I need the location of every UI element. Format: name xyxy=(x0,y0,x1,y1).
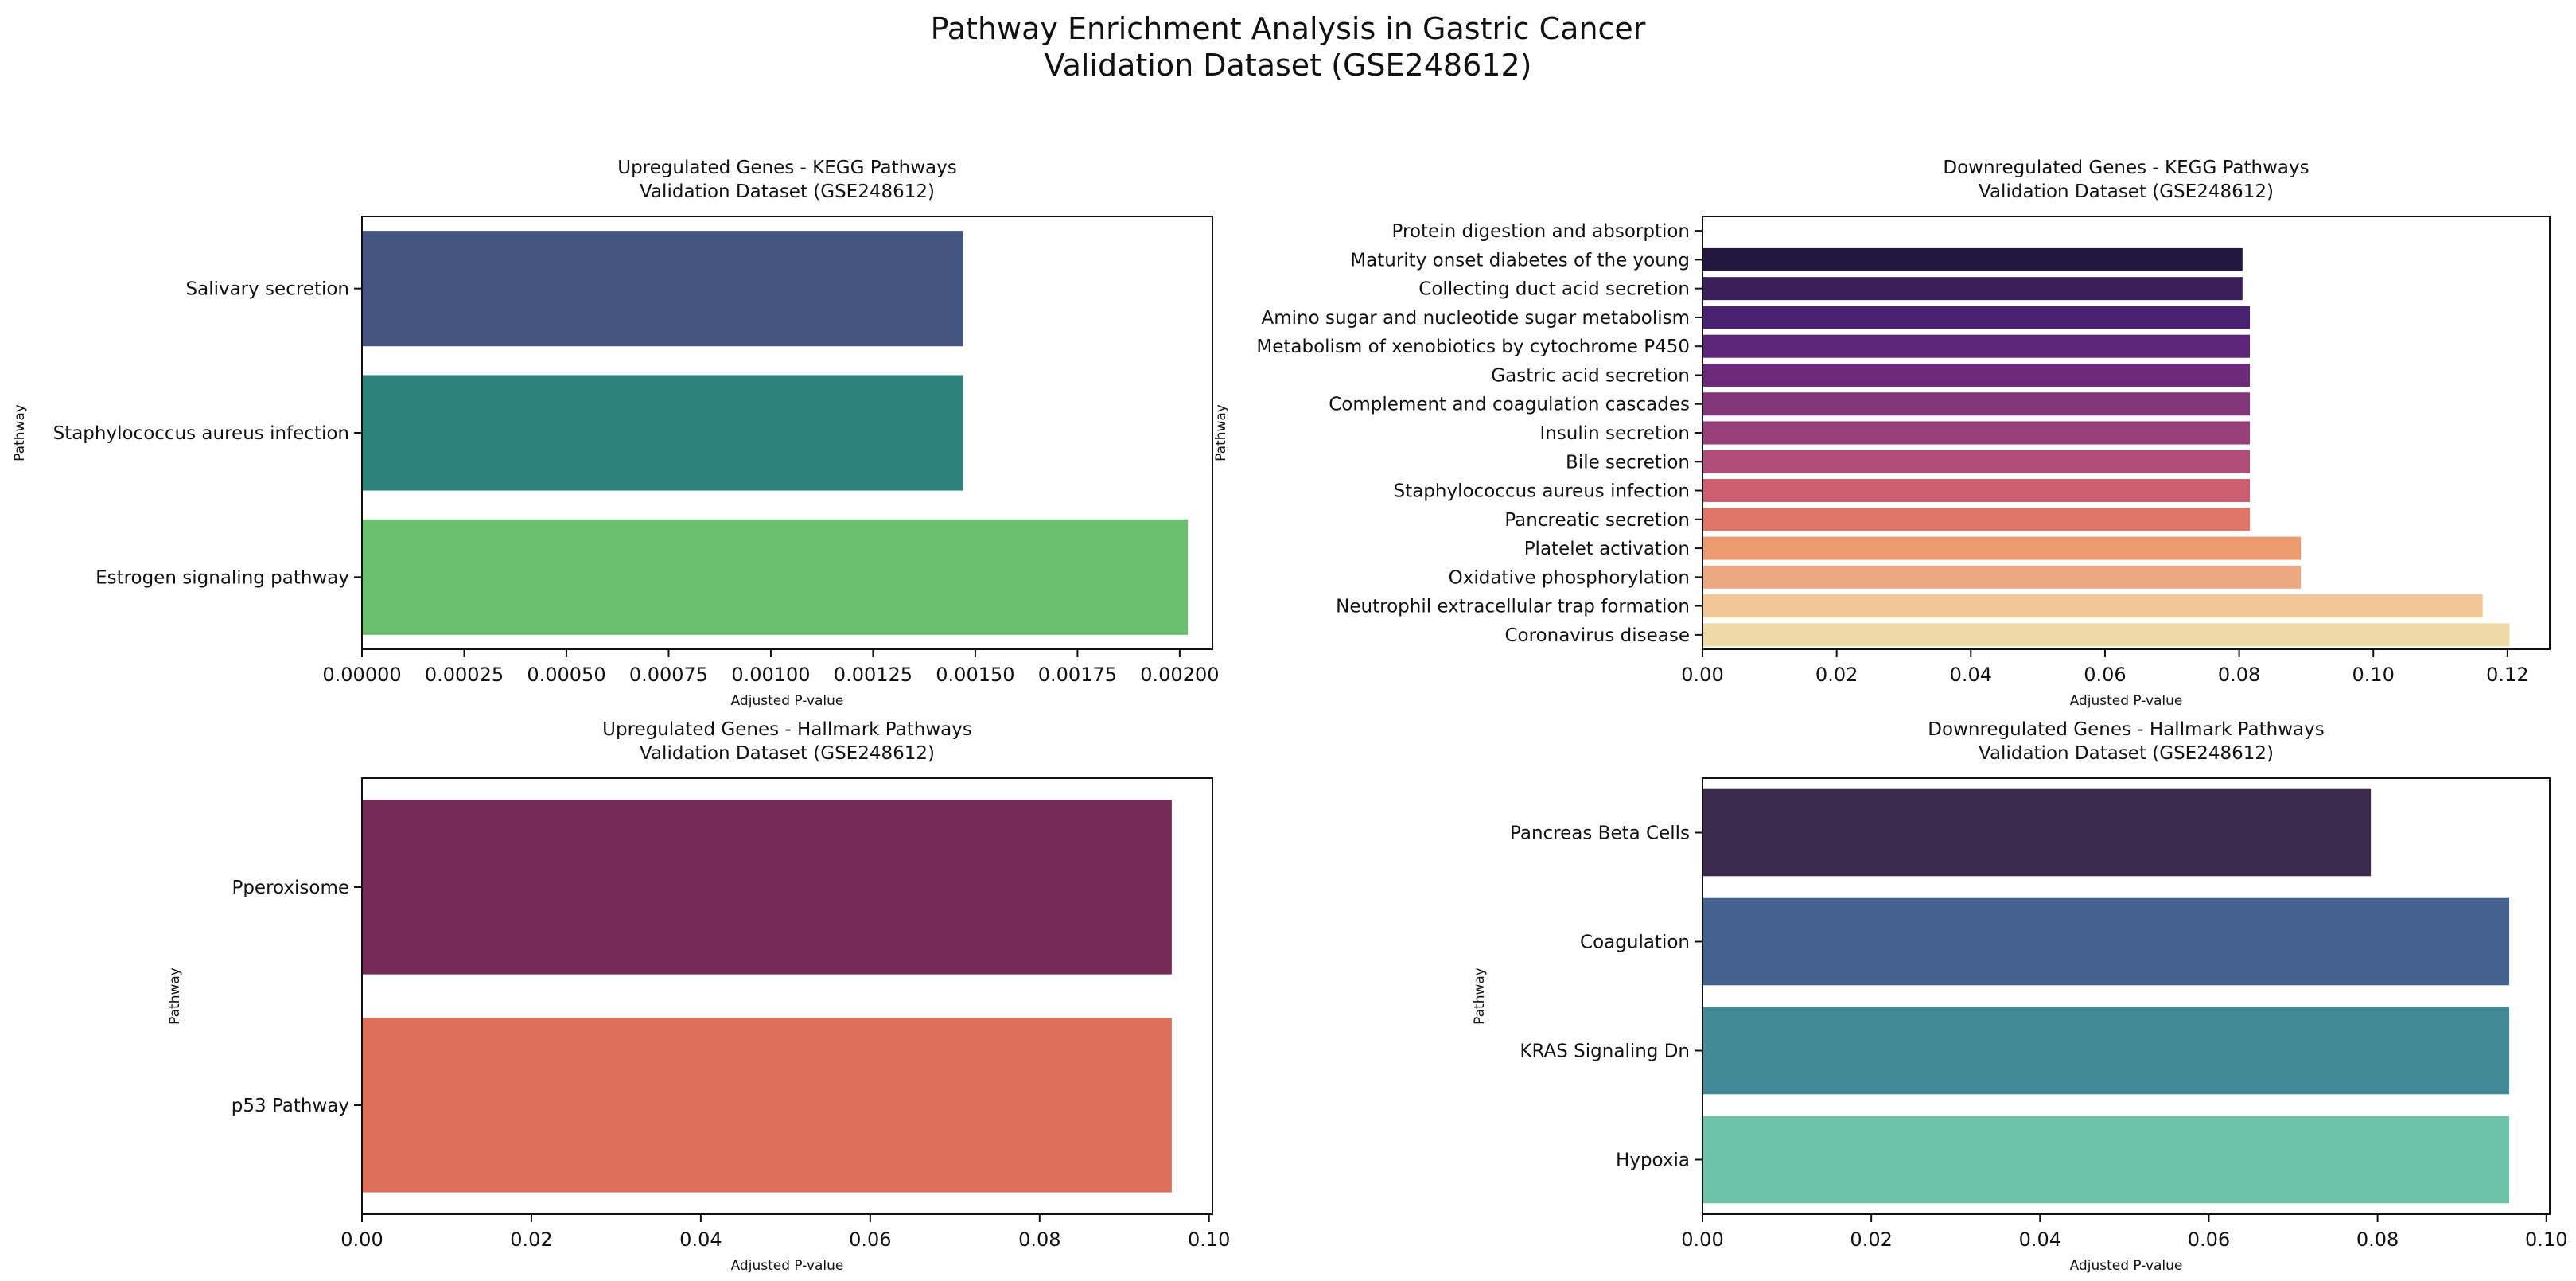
down-kegg-xtick-label: 0.00 xyxy=(1681,664,1723,686)
up-hallmark-axes-frame xyxy=(361,777,1213,1215)
down-hallmark-bar xyxy=(1702,1116,2510,1204)
down-kegg-bar xyxy=(1702,536,2302,560)
down-hallmark-bar xyxy=(1702,788,2372,877)
down-kegg-category-label: Pancreatic secretion xyxy=(1504,510,1690,531)
down-kegg-xtick-label: 0.08 xyxy=(2218,664,2260,686)
down-kegg-xtick-label: 0.06 xyxy=(2084,664,2126,686)
up-kegg-bar xyxy=(362,375,963,491)
down-kegg-category-label: Neutrophil extracellular trap formation xyxy=(1336,597,1690,617)
down-kegg-category-label: Maturity onset diabetes of the young xyxy=(1350,250,1690,271)
down-kegg-category-label: Collecting duct acid secretion xyxy=(1418,279,1690,300)
down-hallmark-category-label: Pancreas Beta Cells xyxy=(1510,824,1690,844)
up-kegg-bar xyxy=(362,519,1189,635)
down-kegg-category-label: Protein digestion and absorption xyxy=(1392,221,1690,242)
down-kegg-bar xyxy=(1702,392,2251,416)
down-kegg-bar xyxy=(1702,277,2243,301)
down-hallmark-title: Downregulated Genes - Hallmark Pathways xyxy=(1928,719,2324,740)
down-kegg-bar xyxy=(1702,565,2302,589)
down-hallmark-category-label: Hypoxia xyxy=(1616,1151,1690,1171)
up-hallmark-category-label: Pperoxisome xyxy=(232,878,349,898)
down-kegg-xtick-label: 0.10 xyxy=(2352,664,2395,686)
down-hallmark-ylabel: Pathway xyxy=(1472,968,1488,1025)
up-kegg-xtick-label: 0.00175 xyxy=(1038,664,1117,686)
up-kegg-xtick-label: 0.00100 xyxy=(731,664,810,686)
up-hallmark-subtitle: Validation Dataset (GSE248612) xyxy=(640,743,935,764)
down-kegg-xtick-label: 0.04 xyxy=(1950,664,1992,686)
up-kegg-category-label: Estrogen signaling pathway xyxy=(95,567,349,588)
down-hallmark-xtick-label: 0.00 xyxy=(1681,1228,1723,1251)
up-hallmark-xtick-label: 0.04 xyxy=(679,1228,722,1251)
down-kegg-bar xyxy=(1702,623,2510,647)
up-kegg-xtick-label: 0.00050 xyxy=(527,664,605,686)
down-kegg-bar xyxy=(1702,306,2251,329)
up-hallmark-bar xyxy=(362,1018,1172,1193)
up-kegg-axes-frame xyxy=(361,216,1213,650)
down-kegg-category-label: Metabolism of xenobiotics by cytochrome … xyxy=(1256,337,1690,357)
down-kegg-category-label: Oxidative phosphorylation xyxy=(1449,567,1690,588)
down-kegg-category-label: Gastric acid secretion xyxy=(1491,365,1690,386)
up-kegg-title: Upregulated Genes - KEGG Pathways xyxy=(617,158,956,178)
down-kegg-xtick-label: 0.12 xyxy=(2486,664,2528,686)
down-hallmark-xlabel: Adjusted P-value xyxy=(2070,1258,2183,1274)
down-kegg-category-label: Staphylococcus aureus infection xyxy=(1394,481,1690,502)
up-kegg-xtick-label: 0.00000 xyxy=(322,664,401,686)
down-kegg-bar xyxy=(1702,450,2251,473)
down-hallmark-xtick-label: 0.02 xyxy=(1850,1228,1892,1251)
up-hallmark-xlabel: Adjusted P-value xyxy=(731,1258,844,1274)
up-hallmark-xtick-label: 0.02 xyxy=(510,1228,552,1251)
down-kegg-category-label: Insulin secretion xyxy=(1539,423,1690,444)
down-kegg-bar xyxy=(1702,479,2251,503)
down-kegg-xtick-label: 0.02 xyxy=(1815,664,1858,686)
up-kegg-ylabel: Pathway xyxy=(12,404,28,461)
up-kegg-xtick-label: 0.00125 xyxy=(834,664,912,686)
up-hallmark-title: Upregulated Genes - Hallmark Pathways xyxy=(602,719,972,740)
up-kegg-xtick-label: 0.00075 xyxy=(629,664,708,686)
figure-subtitle: Validation Dataset (GSE248612) xyxy=(1044,48,1532,83)
down-kegg-bar xyxy=(1702,508,2251,531)
down-kegg-title: Downregulated Genes - KEGG Pathways xyxy=(1943,158,2309,178)
down-kegg-category-label: Complement and coagulation cascades xyxy=(1329,395,1690,415)
down-kegg-category-label: Amino sugar and nucleotide sugar metabol… xyxy=(1261,308,1690,329)
down-hallmark-bar xyxy=(1702,1006,2510,1095)
down-kegg-bar xyxy=(1702,334,2251,358)
down-kegg-bar xyxy=(1702,594,2483,618)
down-kegg-category-label: Coronavirus disease xyxy=(1504,625,1690,646)
down-hallmark-category-label: KRAS Signaling Dn xyxy=(1520,1042,1690,1062)
up-hallmark-xtick-label: 0.00 xyxy=(340,1228,383,1251)
up-hallmark-category-label: p53 Pathway xyxy=(232,1096,349,1116)
figure-title: Pathway Enrichment Analysis in Gastric C… xyxy=(930,11,1646,46)
down-hallmark-bar xyxy=(1702,897,2510,986)
up-kegg-category-label: Staphylococcus aureus infection xyxy=(53,423,349,444)
up-hallmark-ylabel: Pathway xyxy=(167,968,183,1025)
up-hallmark-xtick-label: 0.06 xyxy=(849,1228,891,1251)
down-kegg-axes-frame xyxy=(1702,216,2551,650)
up-kegg-subtitle: Validation Dataset (GSE248612) xyxy=(640,181,935,202)
down-hallmark-xtick-label: 0.08 xyxy=(2356,1228,2399,1251)
down-hallmark-subtitle: Validation Dataset (GSE248612) xyxy=(1979,743,2274,764)
down-kegg-bar xyxy=(1702,421,2251,445)
up-kegg-xlabel: Adjusted P-value xyxy=(731,693,844,709)
up-kegg-xtick-label: 0.00025 xyxy=(425,664,504,686)
down-kegg-bar xyxy=(1702,363,2251,387)
up-kegg-bar xyxy=(362,231,963,347)
up-kegg-xtick-label: 0.00200 xyxy=(1140,664,1219,686)
up-kegg-category-label: Salivary secretion xyxy=(186,279,350,300)
up-hallmark-xtick-label: 0.10 xyxy=(1188,1228,1230,1251)
down-hallmark-category-label: Coagulation xyxy=(1580,933,1690,953)
down-kegg-subtitle: Validation Dataset (GSE248612) xyxy=(1979,181,2274,202)
down-hallmark-axes-frame xyxy=(1702,777,2551,1215)
down-hallmark-xtick-label: 0.06 xyxy=(2188,1228,2230,1251)
up-hallmark-xtick-label: 0.08 xyxy=(1018,1228,1060,1251)
down-kegg-xlabel: Adjusted P-value xyxy=(2070,693,2183,709)
down-kegg-category-label: Platelet activation xyxy=(1524,539,1690,559)
down-kegg-category-label: Bile secretion xyxy=(1566,452,1690,473)
up-hallmark-bar xyxy=(362,800,1172,975)
down-kegg-ylabel: Pathway xyxy=(1213,404,1229,461)
down-hallmark-xtick-label: 0.10 xyxy=(2525,1228,2567,1251)
down-kegg-bar xyxy=(1702,247,2243,271)
down-hallmark-xtick-label: 0.04 xyxy=(2019,1228,2061,1251)
up-kegg-xtick-label: 0.00150 xyxy=(936,664,1014,686)
